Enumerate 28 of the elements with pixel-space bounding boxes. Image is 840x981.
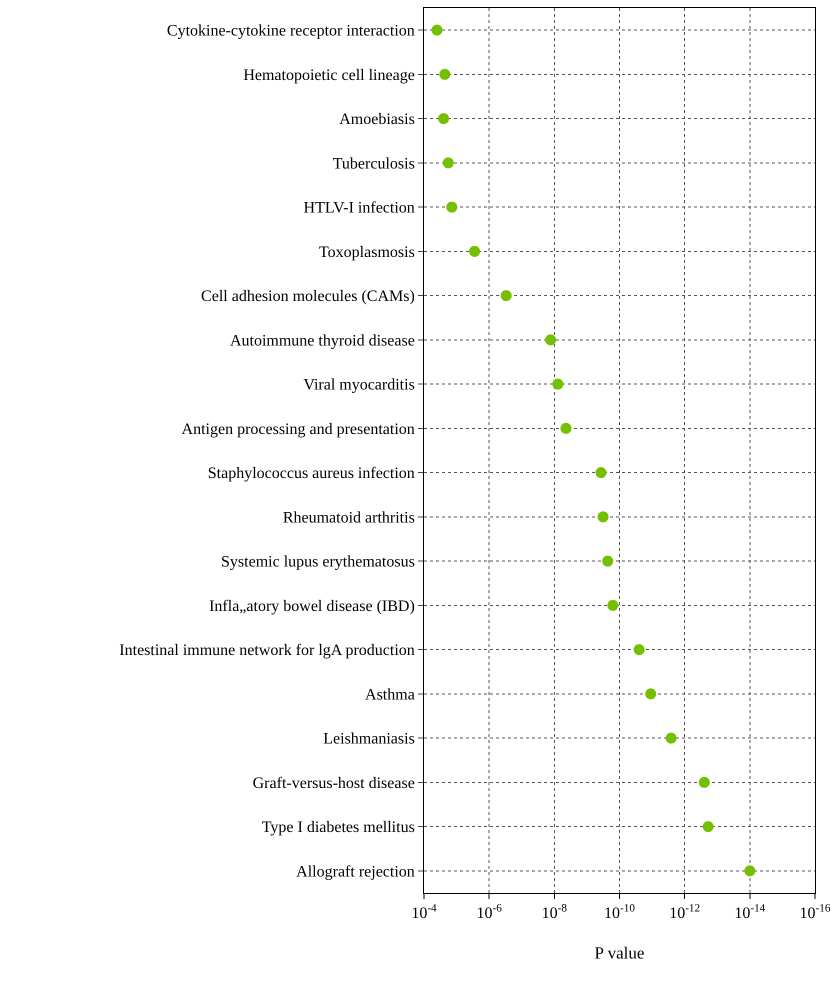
y-tick-label: Rheumatoid arthritis [282, 509, 415, 526]
y-tick-label: Infla„atory bowel disease (IBD) [209, 598, 415, 615]
y-tick-label: Tuberculosis [332, 155, 415, 172]
y-tick-label: Viral myocarditis [303, 376, 415, 394]
y-tick-label: Systemic lupus erythematosus [221, 554, 415, 571]
y-tick-label: Asthma [365, 686, 415, 704]
y-tick-label: Cell adhesion molecules (CAMs) [201, 288, 415, 306]
y-tick-label: Hematopoietic cell lineage [243, 66, 415, 84]
y-tick-label: Type I diabetes mellitus [262, 819, 415, 836]
x-tick-label: 10$^{-16}$ [800, 902, 831, 922]
x-tick-label: 10$^{-14}$ [734, 902, 766, 922]
x-tick-label: 10$^{-12}$ [669, 902, 700, 922]
x-tick-label: 10$^{-10}$ [604, 902, 636, 922]
y-tick-label: Antigen processing and presentation [182, 420, 415, 438]
y-tick-label: Graft-versus-host disease [252, 774, 415, 792]
y-tick-label: Cytokine-cytokine receptor interaction [166, 22, 415, 40]
x-tick-label: 10$^{-4}$ [411, 902, 438, 922]
y-tick-label: Intestinal immune network for lgA production [119, 642, 415, 660]
x-axis-title: P value [594, 944, 644, 963]
y-tick-label: Amoebiasis [339, 111, 415, 128]
y-tick-label: Leishmaniasis [323, 730, 415, 748]
y-tick-label: Staphylococcus aureus infection [208, 465, 415, 482]
y-tick-label: Allograft rejection [296, 863, 415, 880]
y-tick-label: Toxoplasmosis [319, 244, 415, 261]
x-tick-label: 10$^{-8}$ [542, 902, 568, 922]
x-tick-label: 10$^{-6}$ [476, 902, 502, 922]
y-tick-label: Autoimmune thyroid disease [230, 332, 415, 350]
y-tick-label: HTLV-I infection [304, 200, 415, 217]
